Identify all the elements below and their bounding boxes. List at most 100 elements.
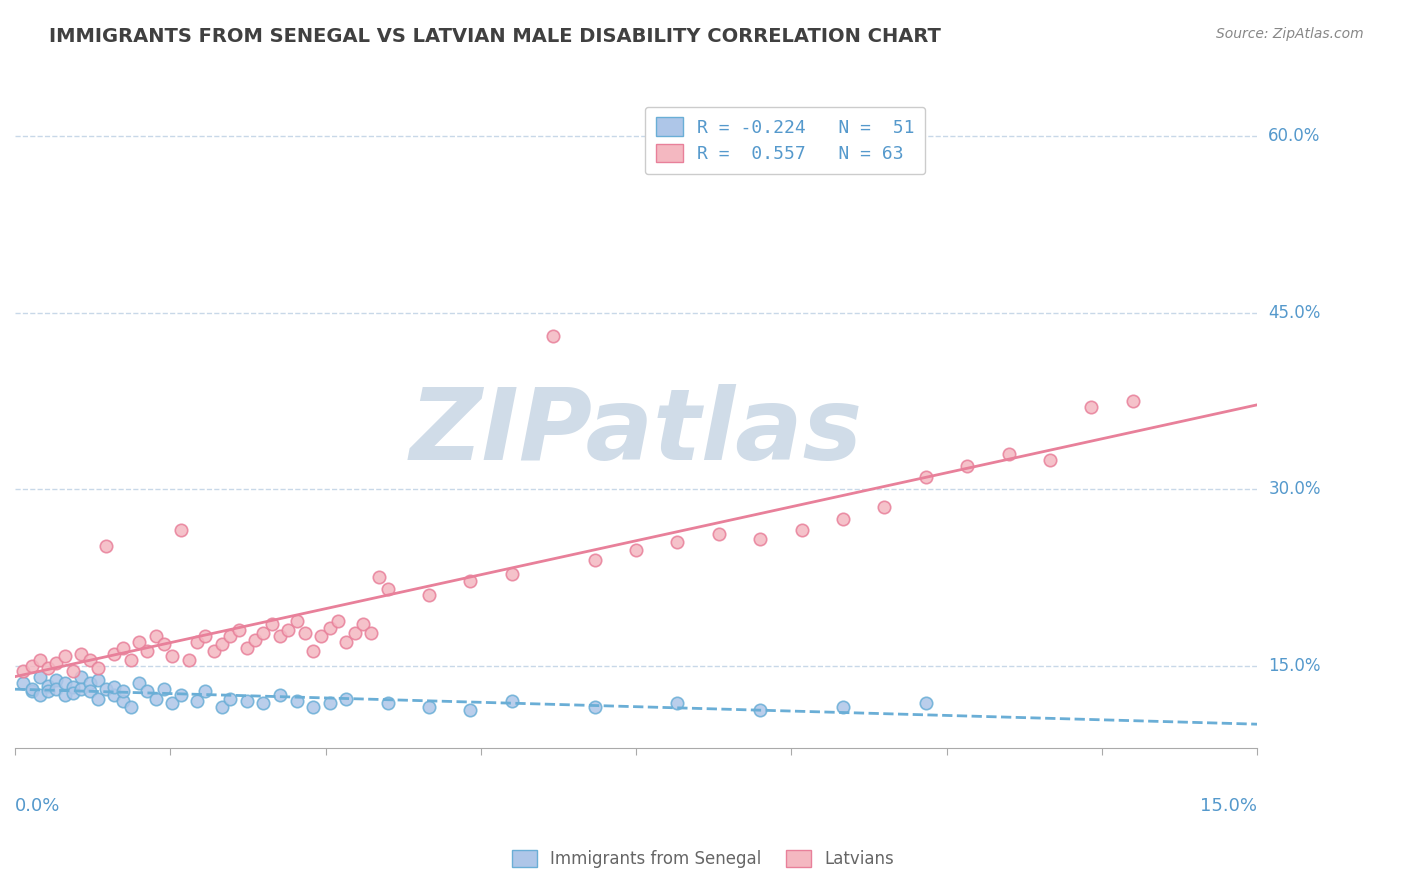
Point bbox=[28, 653, 51, 667]
Point bbox=[997, 447, 1019, 461]
Text: 15.0%: 15.0% bbox=[1201, 797, 1257, 814]
Point bbox=[20, 682, 42, 697]
Point bbox=[277, 624, 299, 638]
Point bbox=[335, 691, 357, 706]
Point bbox=[318, 696, 340, 710]
Text: 0.0%: 0.0% bbox=[15, 797, 60, 814]
Point bbox=[1122, 393, 1144, 408]
Point bbox=[169, 524, 191, 538]
Point bbox=[53, 649, 76, 664]
Legend: R = -0.224   N =  51, R =  0.557   N = 63: R = -0.224 N = 51, R = 0.557 N = 63 bbox=[645, 106, 925, 174]
Point bbox=[94, 539, 117, 553]
Point bbox=[87, 661, 110, 675]
Point bbox=[368, 570, 391, 584]
Point bbox=[145, 629, 167, 643]
Point bbox=[418, 588, 440, 602]
Point bbox=[915, 470, 938, 484]
Text: IMMIGRANTS FROM SENEGAL VS LATVIAN MALE DISABILITY CORRELATION CHART: IMMIGRANTS FROM SENEGAL VS LATVIAN MALE … bbox=[49, 27, 941, 45]
Point bbox=[360, 625, 382, 640]
Point bbox=[45, 682, 67, 697]
Point bbox=[352, 617, 374, 632]
Point bbox=[103, 647, 125, 661]
Text: Source: ZipAtlas.com: Source: ZipAtlas.com bbox=[1216, 27, 1364, 41]
Point bbox=[28, 688, 51, 702]
Point bbox=[13, 676, 35, 690]
Point bbox=[666, 535, 689, 549]
Point bbox=[302, 644, 325, 658]
Point bbox=[20, 684, 42, 698]
Point bbox=[624, 543, 647, 558]
Point bbox=[120, 653, 142, 667]
Point bbox=[377, 582, 399, 596]
Text: ZIPatlas: ZIPatlas bbox=[409, 384, 863, 482]
Point bbox=[252, 696, 274, 710]
Point bbox=[460, 703, 482, 717]
Point bbox=[28, 670, 51, 684]
Point bbox=[269, 688, 291, 702]
Point bbox=[501, 694, 523, 708]
Point bbox=[87, 691, 110, 706]
Point bbox=[294, 625, 316, 640]
Point bbox=[45, 673, 67, 687]
Point bbox=[269, 629, 291, 643]
Point bbox=[302, 699, 325, 714]
Point bbox=[211, 699, 233, 714]
Point bbox=[252, 625, 274, 640]
Point bbox=[583, 699, 606, 714]
Text: 45.0%: 45.0% bbox=[1268, 303, 1320, 322]
Point bbox=[79, 676, 101, 690]
Point bbox=[128, 676, 150, 690]
Point bbox=[53, 688, 76, 702]
Point bbox=[162, 696, 184, 710]
Text: 60.0%: 60.0% bbox=[1268, 128, 1320, 145]
Point bbox=[103, 680, 125, 694]
Point bbox=[103, 688, 125, 702]
Point bbox=[79, 684, 101, 698]
Point bbox=[1080, 400, 1102, 414]
Point bbox=[136, 684, 159, 698]
Point bbox=[37, 679, 59, 693]
Point bbox=[128, 635, 150, 649]
Point bbox=[219, 691, 242, 706]
Point bbox=[219, 629, 242, 643]
Point bbox=[186, 694, 208, 708]
Point bbox=[211, 637, 233, 651]
Point bbox=[335, 635, 357, 649]
Point bbox=[70, 670, 93, 684]
Point bbox=[13, 665, 35, 679]
Point bbox=[62, 686, 84, 700]
Point bbox=[37, 661, 59, 675]
Point bbox=[749, 703, 772, 717]
Point bbox=[243, 632, 266, 647]
Point bbox=[87, 673, 110, 687]
Point bbox=[45, 657, 67, 671]
Point bbox=[311, 629, 333, 643]
Point bbox=[194, 629, 217, 643]
Point bbox=[120, 699, 142, 714]
Point bbox=[111, 694, 134, 708]
Point bbox=[749, 532, 772, 546]
Point bbox=[20, 658, 42, 673]
Point bbox=[790, 524, 813, 538]
Text: 15.0%: 15.0% bbox=[1268, 657, 1320, 674]
Point bbox=[377, 696, 399, 710]
Point bbox=[418, 699, 440, 714]
Point bbox=[285, 614, 308, 628]
Point bbox=[37, 684, 59, 698]
Point bbox=[260, 617, 283, 632]
Point bbox=[111, 640, 134, 655]
Point bbox=[956, 458, 979, 473]
Point bbox=[326, 614, 349, 628]
Point bbox=[62, 680, 84, 694]
Point bbox=[111, 684, 134, 698]
Point bbox=[53, 676, 76, 690]
Point bbox=[136, 644, 159, 658]
Point bbox=[153, 637, 176, 651]
Point bbox=[94, 682, 117, 697]
Point bbox=[343, 625, 366, 640]
Point bbox=[236, 694, 259, 708]
Point bbox=[318, 621, 340, 635]
Point bbox=[460, 574, 482, 588]
Point bbox=[145, 691, 167, 706]
Point bbox=[79, 653, 101, 667]
